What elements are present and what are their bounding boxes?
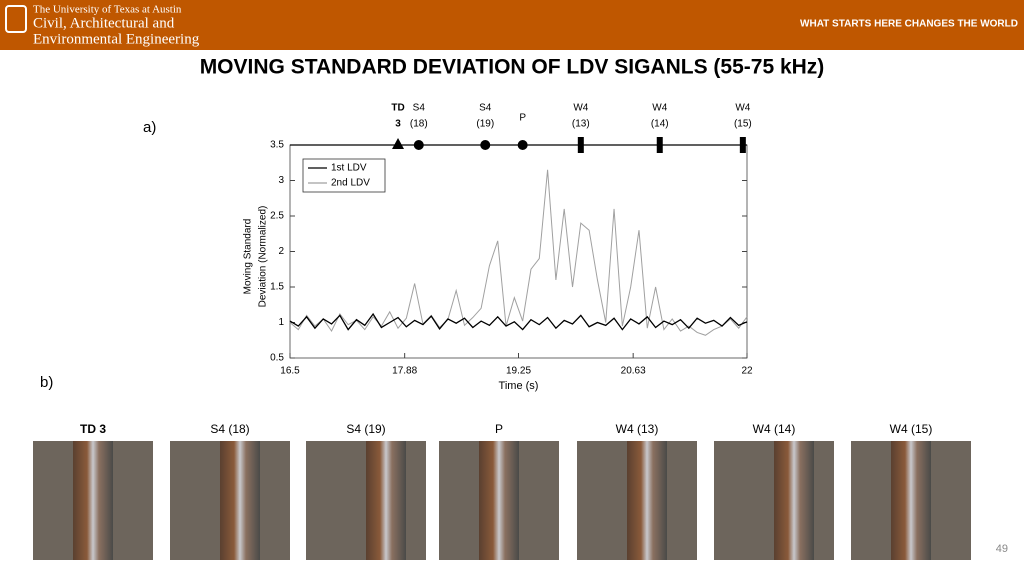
photo-caption: W4 (14)	[753, 422, 796, 436]
x-tick-label: 19.25	[506, 366, 531, 377]
legend-box	[302, 158, 386, 193]
event-marker	[739, 137, 746, 153]
photo-rail	[220, 441, 260, 560]
event-label: W4	[573, 103, 588, 114]
panel-label: a)	[143, 119, 156, 136]
data-line	[289, 169, 748, 336]
photo-caption: P	[495, 422, 503, 436]
event-label: 3	[395, 119, 401, 130]
event-label: (13)	[572, 119, 590, 130]
photo-rail	[891, 441, 931, 560]
logo	[5, 5, 27, 33]
event-marker	[577, 137, 584, 153]
x-tick-label: 22	[741, 366, 753, 377]
department: Civil, Architectural and	[33, 15, 175, 31]
legend-label: 2nd LDV	[331, 178, 370, 189]
y-tick-label: 2.5	[270, 211, 284, 222]
photo-rail	[479, 441, 519, 560]
y-tick-label: 2	[278, 246, 284, 257]
slide-title: MOVING STANDARD DEVIATION OF LDV SIGANLS…	[200, 56, 825, 79]
event-marker	[656, 137, 663, 153]
event-label: S4	[479, 103, 492, 114]
photo-rail	[366, 441, 406, 560]
legend-label: 1st LDV	[331, 163, 367, 174]
y-tick-label: 3.5	[270, 140, 284, 151]
y-tick-label: 3	[278, 175, 284, 186]
x-tick-label: 20.63	[621, 366, 646, 377]
event-label: W4	[735, 103, 750, 114]
photo-rail	[627, 441, 667, 560]
event-marker	[392, 138, 405, 149]
university: The University of Texas at Austin	[33, 4, 182, 16]
y-axis-label: Deviation (Normalized)	[258, 206, 269, 308]
photo-caption: S4 (18)	[210, 422, 249, 436]
page-number: 49	[996, 543, 1008, 555]
photo-caption: W4 (13)	[616, 422, 659, 436]
header-band	[0, 0, 1024, 50]
tagline: WHAT STARTS HERE CHANGES THE WORLD	[800, 19, 1018, 30]
y-tick-label: 1	[278, 317, 284, 328]
event-label: P	[519, 113, 526, 124]
event-label: TD	[391, 103, 404, 114]
panel-label: b)	[40, 374, 53, 391]
y-axis-label: Moving Standard	[243, 219, 254, 295]
photo-caption: S4 (19)	[346, 422, 385, 436]
photo-rail	[73, 441, 113, 560]
data-line	[289, 312, 748, 331]
event-marker	[480, 140, 491, 150]
photo-caption: W4 (15)	[890, 422, 933, 436]
y-tick-label: 0.5	[270, 353, 284, 364]
x-axis-label: Time (s)	[499, 380, 539, 392]
event-marker	[517, 140, 528, 150]
photo-rail	[774, 441, 814, 560]
event-label: (19)	[476, 119, 494, 130]
department: Environmental Engineering	[33, 31, 200, 47]
event-label: (18)	[410, 119, 428, 130]
event-label: (15)	[734, 119, 752, 130]
event-label: (14)	[651, 119, 669, 130]
event-marker	[413, 140, 424, 150]
event-label: W4	[652, 103, 667, 114]
y-tick-label: 1.5	[270, 282, 284, 293]
x-tick-label: 16.5	[280, 366, 300, 377]
x-tick-label: 17.88	[392, 366, 417, 377]
photo-caption: TD 3	[80, 422, 106, 436]
event-label: S4	[413, 103, 426, 114]
